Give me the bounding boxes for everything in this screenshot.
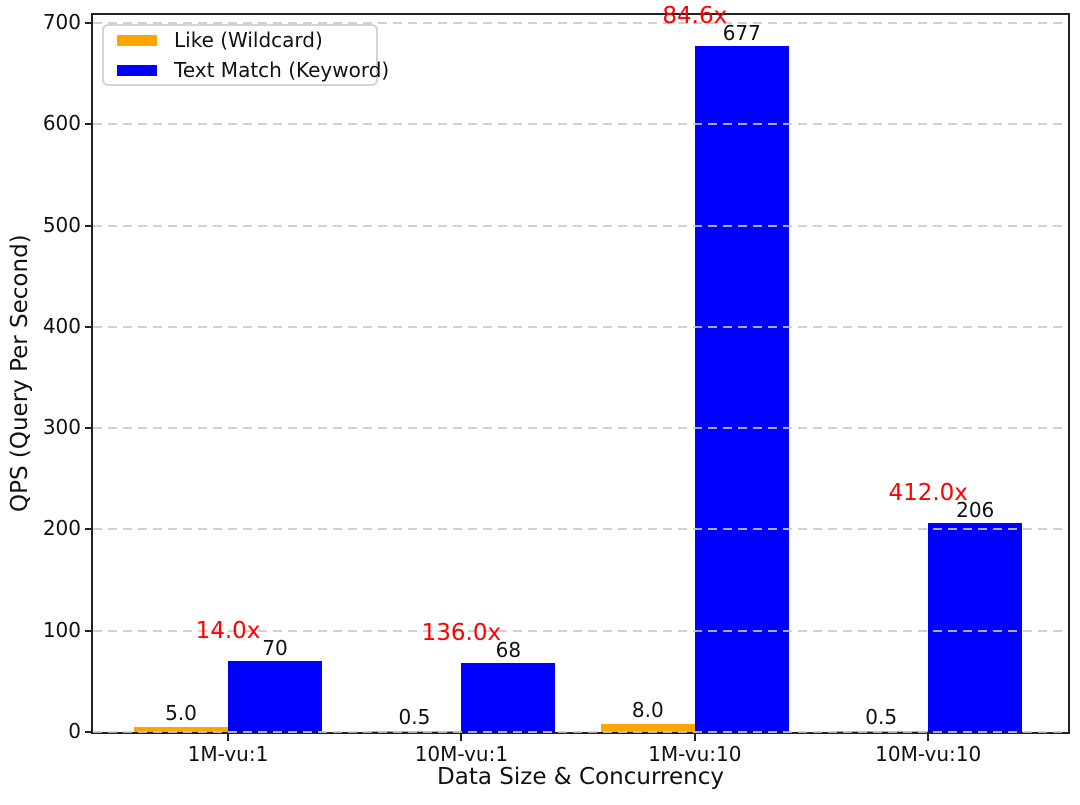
- x-tick-mark-0: [227, 733, 229, 741]
- gridline-y-200: [93, 528, 1068, 531]
- x-tick-label-1: 10M-vu:1: [414, 742, 509, 766]
- value-label-text-match-keyword-3: 206: [956, 498, 995, 523]
- y-tick-mark-200: [85, 528, 93, 531]
- bar-like-wildcard-1: [367, 730, 462, 732]
- value-label-like-wildcard-2: 8.0: [631, 697, 664, 722]
- ratio-label-0: 14.0x: [195, 617, 261, 644]
- bar-text-match-keyword-3: [928, 523, 1023, 732]
- y-tick-label-300: 300: [42, 415, 81, 440]
- legend: Like (Wildcard) Text Match (Keyword): [102, 24, 389, 86]
- legend-label-like-wildcard: Like (Wildcard): [174, 28, 323, 52]
- y-tick-mark-300: [85, 427, 93, 430]
- x-tick-label-2: 1M-vu:10: [648, 742, 742, 766]
- value-label-text-match-keyword-2: 677: [722, 21, 761, 46]
- ratio-label-2: 84.6x: [662, 3, 728, 30]
- y-tick-label-500: 500: [42, 212, 81, 237]
- value-label-text-match-keyword-1: 68: [495, 638, 522, 663]
- y-tick-mark-400: [85, 325, 93, 328]
- y-tick-mark-500: [85, 224, 93, 227]
- x-tick-label-3: 10M-vu:10: [875, 742, 982, 766]
- y-tick-label-0: 0: [68, 719, 81, 744]
- value-label-like-wildcard-0: 5.0: [165, 700, 197, 725]
- bar-like-wildcard-0: [134, 726, 228, 732]
- y-tick-mark-700: [85, 22, 93, 25]
- bar-text-match-keyword-2: [694, 46, 789, 732]
- gridline-y-500: [93, 224, 1068, 227]
- bar-text-match-keyword-0: [228, 661, 322, 732]
- x-tick-mark-3: [927, 733, 930, 741]
- value-label-text-match-keyword-0: 70: [262, 636, 288, 661]
- value-label-like-wildcard-1: 0.5: [398, 704, 431, 729]
- gridline-y-300: [93, 427, 1068, 430]
- gridline-y-600: [93, 123, 1068, 126]
- y-tick-label-200: 200: [42, 516, 81, 541]
- value-label-like-wildcard-3: 0.5: [865, 704, 898, 729]
- y-tick-label-600: 600: [42, 111, 81, 136]
- y-tick-label-100: 100: [42, 617, 81, 642]
- bar-text-match-keyword-1: [461, 663, 556, 732]
- y-tick-mark-600: [85, 123, 93, 126]
- y-tick-mark-100: [85, 629, 93, 632]
- x-tick-label-0: 1M-vu:1: [187, 742, 269, 766]
- y-tick-label-700: 700: [42, 10, 81, 35]
- legend-swatch-text-match-keyword: [117, 64, 157, 76]
- gridline-y-400: [93, 325, 1068, 328]
- y-tick-mark-0: [85, 731, 93, 733]
- plot-area: 5.0 70 14.0x 0.5 68 136.0x 8.0 677 84.6x 0.5 206 41…: [91, 3, 1070, 734]
- legend-item-like-wildcard: Like (Wildcard): [117, 28, 376, 52]
- y-tick-label-400: 400: [42, 313, 81, 338]
- legend-label-text-match-keyword: Text Match (Keyword): [174, 58, 390, 82]
- x-tick-mark-1: [460, 733, 463, 741]
- ratio-label-3: 412.0x: [888, 480, 968, 507]
- bar-like-wildcard-2: [600, 723, 695, 732]
- x-tick-mark-2: [693, 733, 696, 741]
- bar-like-wildcard-3: [834, 730, 929, 732]
- legend-swatch-like-wildcard: [117, 34, 157, 46]
- x-axis-label: Data Size & Concurrency: [437, 764, 724, 790]
- ratio-label-1: 136.0x: [421, 619, 502, 646]
- legend-item-text-match-keyword: Text Match (Keyword): [117, 58, 389, 82]
